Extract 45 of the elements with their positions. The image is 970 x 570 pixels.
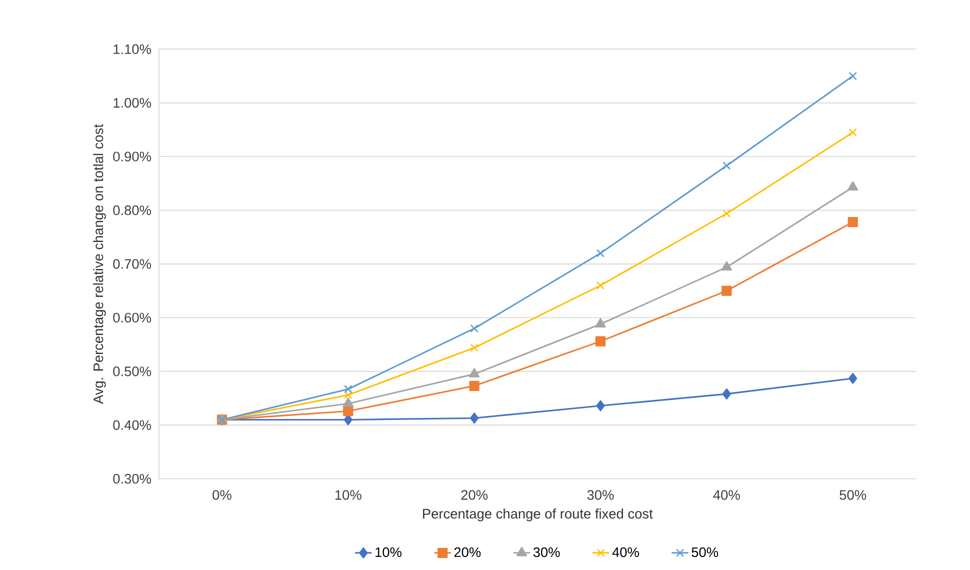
point: [848, 216, 858, 228]
point: [722, 161, 731, 170]
x-tick-label: 10%: [335, 490, 362, 500]
legend-label: 10%: [376, 547, 402, 557]
y-tick-label: 0.70%: [113, 259, 152, 269]
point: [595, 336, 606, 346]
point: [596, 249, 605, 258]
point: [596, 400, 605, 412]
point: [848, 181, 858, 190]
point: [470, 412, 479, 424]
point: [722, 209, 731, 218]
y-tick-label: 0.30%: [113, 474, 152, 484]
legend-label: 40%: [612, 547, 639, 557]
point: [595, 318, 606, 328]
point: [470, 324, 478, 332]
point: [344, 384, 352, 394]
y-tick-label: 0.60%: [113, 312, 152, 322]
point: [848, 72, 857, 80]
legend-label: 50%: [692, 547, 718, 557]
x-tick-label: 30%: [587, 490, 614, 500]
point: [848, 128, 857, 136]
y-tick-label: 0.50%: [113, 366, 152, 376]
point: [469, 380, 480, 391]
legend-label: 30%: [533, 547, 560, 557]
point: [848, 372, 858, 384]
point: [721, 261, 732, 270]
x-tick-label: 0%: [212, 490, 232, 500]
point: [722, 388, 731, 400]
point: [470, 344, 478, 352]
x-axis-title: Percentage change of route fixed cost: [423, 508, 653, 522]
point: [342, 397, 354, 407]
point: [596, 281, 605, 290]
point: [722, 286, 732, 296]
y-tick-label: 0.40%: [113, 420, 152, 430]
y-axis-title: Avg. Percentage relative change on totlal cost: [93, 124, 106, 404]
legend-label: 20%: [454, 547, 481, 557]
y-tick-label: 1.10%: [114, 44, 152, 54]
x-tick-label: 20%: [461, 490, 488, 500]
x-tick-label: 40%: [713, 490, 740, 500]
y-tick-label: 0.80%: [113, 205, 152, 216]
y-tick-label: 0.90%: [113, 152, 152, 162]
point: [469, 368, 480, 378]
point: [344, 390, 352, 400]
y-tick-label: 1.00%: [114, 98, 152, 108]
x-tick-label: 50%: [840, 490, 866, 500]
